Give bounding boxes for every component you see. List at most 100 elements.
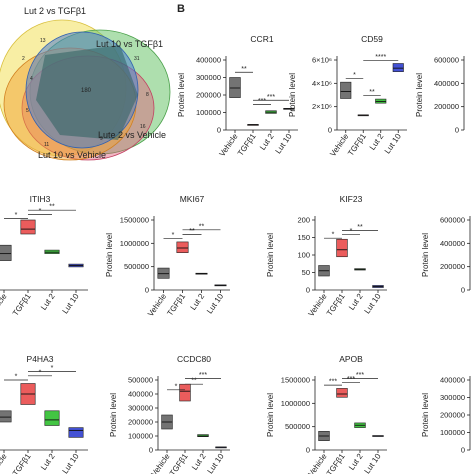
x-tick-label: TGFβ1	[325, 292, 347, 318]
y-tick-label: 100	[297, 251, 310, 260]
x-tick-label: Lut 2	[347, 452, 365, 472]
x-tick-label: Lut 10	[363, 292, 383, 316]
x-tick-label: Lut 2	[347, 292, 365, 312]
x-tick-label: TGFβ1	[236, 132, 258, 158]
y-tick-label: 100000	[128, 432, 153, 441]
y-tick-label: 6×10⁶	[312, 56, 332, 65]
y-tick-label: 400000	[434, 79, 459, 88]
box-plot: CCR1 0 100000 200000 300000 400000 Protein lev…	[177, 34, 298, 158]
significance-label: *	[350, 228, 353, 235]
y-tick-label: 1500000	[281, 376, 310, 385]
x-tick-label: Vehicle	[306, 292, 328, 319]
box	[44, 410, 60, 426]
y-tick-label: 200000	[196, 91, 221, 100]
y-tick-label: 300000	[196, 73, 221, 82]
significance-label: **	[357, 224, 363, 231]
significance-label: **	[241, 66, 247, 73]
y-axis-label: Protein level	[415, 73, 424, 117]
box	[340, 81, 352, 99]
box	[336, 238, 348, 258]
box-plot: KIF23 0 50 100 150 200 Protein level VehicleTGF…	[266, 194, 387, 318]
x-tick-label: Lut 10	[61, 292, 81, 316]
svg-text:16: 16	[140, 124, 146, 130]
box	[176, 241, 189, 253]
y-tick-label: 0	[149, 446, 153, 455]
y-tick-label: 50	[302, 268, 310, 277]
x-tick-label: Vehicle	[0, 452, 9, 474]
svg-text:8: 8	[146, 92, 149, 98]
box-plot: MKI67 0 500000 1000000 1500000 Protein level V…	[105, 194, 230, 318]
y-tick-label: 2×10⁶	[312, 102, 332, 111]
venn-diagram: 180 2 13 31 8 5 16 11 9 4 Lut 2 vs TGFβ1 Lut 1…	[0, 6, 171, 161]
significance-label: ***	[258, 98, 266, 105]
y-tick-label: 0	[328, 126, 332, 135]
y-tick-label: 200000	[440, 411, 465, 420]
y-tick-label: 0	[306, 446, 310, 455]
y-tick-label: 400000	[440, 239, 465, 248]
svg-text:9: 9	[100, 136, 103, 142]
x-tick-label: Lut 2	[189, 292, 207, 312]
venn-small-counts: 2 13 31 8 5 16 11 9 4	[22, 38, 149, 148]
x-tick-label: Lut 10	[61, 452, 81, 474]
x-tick-label: Lut 2	[258, 132, 276, 152]
box	[20, 219, 36, 235]
x-tick-label: Lut 10	[206, 452, 226, 474]
significance-label: *	[353, 72, 356, 79]
y-tick-label: 600000	[440, 216, 465, 225]
y-tick-label: 200000	[434, 102, 459, 111]
significance-label: ***	[356, 372, 364, 379]
y-tick-label: 150	[297, 233, 310, 242]
significance-label: *	[51, 365, 54, 372]
y-axis-label: Protein level	[105, 233, 114, 277]
significance-label: **	[369, 89, 375, 96]
significance-label: *	[15, 212, 18, 219]
y-tick-label: 400000	[196, 56, 221, 65]
significance-label: ***	[329, 379, 337, 386]
significance-label: *	[39, 208, 42, 215]
significance-label: **	[191, 378, 197, 385]
y-tick-label: 100000	[196, 108, 221, 117]
significance-label: **	[189, 228, 195, 235]
box	[336, 388, 348, 398]
significance-label: *	[172, 232, 175, 239]
y-axis-label: Protein level	[109, 393, 118, 437]
chart-title: CCR1	[250, 34, 273, 44]
y-axis-label: Protein level	[266, 233, 275, 277]
y-tick-label: 4×10⁶	[312, 79, 332, 88]
x-tick-label: TGFβ1	[325, 452, 347, 474]
y-tick-label: 0	[461, 286, 465, 295]
x-tick-label: Lut 10	[274, 132, 294, 156]
y-tick-label: 300000	[128, 404, 153, 413]
y-tick-label: 100000	[440, 428, 465, 437]
y-tick-label: 500000	[128, 376, 153, 385]
x-tick-label: TGFβ1	[11, 452, 33, 474]
x-tick-label: Lut 2	[39, 452, 57, 472]
venn-label-4: Lut 10 vs Vehicle	[38, 150, 106, 160]
x-tick-label: TGFβ1	[346, 132, 368, 158]
significance-label: *	[175, 383, 178, 390]
y-axis-label: Protein level	[421, 393, 430, 437]
box	[157, 267, 170, 279]
box	[179, 383, 191, 402]
x-tick-label: Lut 10	[205, 292, 225, 316]
y-tick-label: 1000000	[120, 239, 149, 248]
y-tick-label: 400000	[440, 376, 465, 385]
x-tick-label: Lut 2	[39, 292, 57, 312]
chart-title: P4HA3	[27, 354, 54, 364]
svg-text:11: 11	[44, 142, 49, 148]
y-tick-label: 500000	[285, 422, 310, 431]
y-axis-label: Protein level	[177, 73, 186, 117]
svg-text:5: 5	[26, 108, 29, 114]
y-tick-label: 300000	[440, 393, 465, 402]
y-axis-label: Protein level	[266, 393, 275, 437]
y-axis-label: Protein level	[421, 233, 430, 277]
x-tick-label: Vehicle	[217, 132, 239, 159]
